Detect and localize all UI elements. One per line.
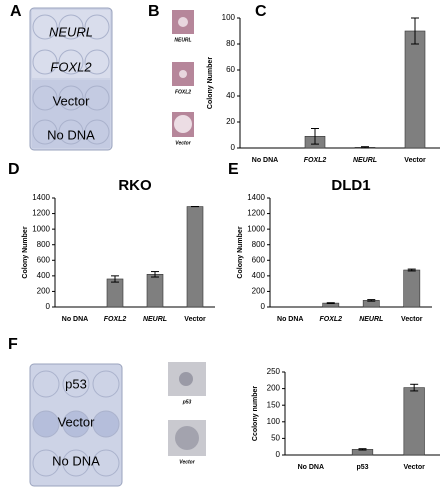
x-tick-label: Vector: [401, 316, 423, 323]
y-tick-label: 200: [37, 287, 51, 296]
colony: [179, 70, 187, 78]
y-axis-label: Colony Number: [22, 226, 29, 278]
plate-label: No DNA: [52, 453, 100, 468]
bar: [403, 269, 421, 308]
colony: [179, 372, 193, 386]
chart-title: RKO: [118, 177, 152, 194]
colony: [174, 115, 192, 133]
x-tick-label: No DNA: [298, 464, 324, 471]
chart-title: DLD1: [331, 177, 370, 194]
y-tick-label: 1200: [32, 209, 50, 218]
y-tick-label: 400: [37, 271, 51, 280]
y-tick-label: 800: [252, 240, 266, 249]
y-tick-label: 0: [231, 143, 236, 152]
photo-label: Vector: [175, 140, 191, 146]
y-tick-label: 150: [267, 400, 281, 409]
x-tick-label: No DNA: [252, 157, 278, 164]
plate-label: Vector: [58, 414, 96, 429]
x-tick-label: Vector: [404, 157, 426, 164]
photo-label: FOXL2: [175, 89, 191, 95]
panel-letter: A: [10, 3, 22, 20]
x-tick-label: NEURL: [353, 157, 377, 164]
y-axis-label: Colony Number: [237, 226, 244, 278]
bar: [146, 273, 164, 308]
bar: [404, 30, 426, 149]
y-tick-label: 0: [261, 302, 266, 311]
photo-label: Vector: [179, 459, 195, 465]
x-tick-label: No DNA: [277, 316, 303, 323]
y-tick-label: 400: [252, 271, 266, 280]
plate-f: [29, 363, 123, 487]
x-tick-label: Vector: [184, 316, 206, 323]
bar: [106, 278, 124, 308]
plate-label: Vector: [53, 93, 91, 108]
panel-letter: F: [8, 336, 18, 353]
colony: [178, 17, 188, 27]
y-tick-label: 600: [37, 255, 51, 264]
y-tick-label: 80: [226, 39, 235, 48]
y-tick-label: 100: [267, 417, 281, 426]
bar: [403, 387, 425, 456]
plate-label: p53: [65, 376, 87, 391]
y-tick-label: 1000: [32, 224, 50, 233]
x-tick-label: p53: [356, 464, 368, 471]
panel-letter: D: [8, 161, 20, 178]
panel-letter: B: [148, 3, 160, 20]
y-axis-label: Colony Number: [207, 57, 214, 109]
y-tick-label: 200: [252, 287, 266, 296]
y-tick-label: 1400: [247, 193, 265, 202]
y-tick-label: 250: [267, 367, 281, 376]
x-tick-label: NEURL: [359, 316, 383, 323]
photo-label: p53: [182, 399, 192, 405]
y-tick-label: 60: [226, 65, 235, 74]
y-tick-label: 1000: [247, 224, 265, 233]
x-tick-label: No DNA: [62, 316, 88, 323]
y-tick-label: 0: [46, 302, 51, 311]
x-tick-label: FOXL2: [304, 157, 327, 164]
panel-letter: C: [255, 3, 267, 20]
y-tick-label: 600: [252, 255, 266, 264]
x-tick-label: NEURL: [143, 316, 167, 323]
y-tick-label: 100: [222, 13, 236, 22]
y-axis-label: Ccolony number: [252, 386, 259, 442]
photo-label: NEURL: [174, 37, 191, 43]
y-tick-label: 200: [267, 384, 281, 393]
x-tick-label: FOXL2: [104, 316, 127, 323]
plate-label: No DNA: [47, 127, 95, 142]
colony: [175, 426, 199, 450]
y-tick-label: 800: [37, 240, 51, 249]
y-tick-label: 0: [276, 450, 281, 459]
plate-label: FOXL2: [50, 59, 92, 74]
plate-label: NEURL: [49, 24, 93, 39]
y-tick-label: 20: [226, 117, 235, 126]
bar: [186, 206, 204, 308]
y-tick-label: 1400: [32, 193, 50, 202]
x-tick-label: FOXL2: [319, 316, 342, 323]
y-tick-label: 50: [271, 434, 280, 443]
plate-a: [29, 7, 113, 151]
panel-letter: E: [228, 161, 239, 178]
x-tick-label: Vector: [403, 464, 425, 471]
y-tick-label: 40: [226, 91, 235, 100]
y-tick-label: 1200: [247, 209, 265, 218]
